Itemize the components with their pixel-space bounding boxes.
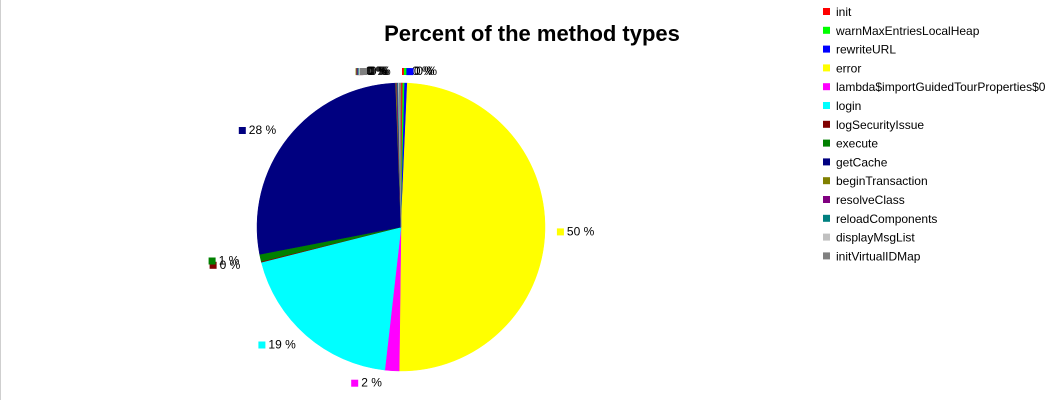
legend-item-begintransaction: beginTransaction: [823, 174, 928, 188]
pie-slice-login: [261, 226, 402, 371]
slice-label-lambda-importguidedtourproperties-0: 2 %: [351, 376, 382, 390]
legend-item-error: error: [823, 61, 861, 75]
svg-text:0 %: 0 %: [414, 64, 435, 78]
chart-frame-edge: [0, 0, 1, 400]
svg-text:getCache: getCache: [836, 155, 888, 169]
slice-label-getcache: 28 %: [238, 123, 277, 137]
svg-text:19 %: 19 %: [268, 338, 296, 352]
svg-text:0 %: 0 %: [368, 64, 389, 78]
legend-item-displaymsglist: displayMsgList: [823, 231, 915, 245]
svg-text:0 %: 0 %: [416, 64, 437, 78]
svg-text:0 %: 0 %: [412, 64, 433, 78]
svg-text:error: error: [836, 61, 861, 75]
svg-text:resolveClass: resolveClass: [836, 193, 905, 207]
svg-text:2 %: 2 %: [361, 376, 382, 390]
svg-text:logSecurityIssue: logSecurityIssue: [836, 118, 924, 132]
legend-item-rewriteurl: rewriteURL: [823, 43, 896, 57]
svg-text:init: init: [836, 5, 852, 19]
slice-label-rewriteurl: 0 %: [406, 64, 437, 78]
legend-item-login: login: [823, 99, 861, 113]
svg-text:warnMaxEntriesLocalHeap: warnMaxEntriesLocalHeap: [835, 24, 980, 38]
legend-item-initvirtualidmap: initVirtualIDMap: [823, 249, 921, 263]
pie-slice-initvirtualidmap: [398, 82, 402, 228]
svg-text:50 %: 50 %: [567, 224, 595, 238]
svg-text:28 %: 28 %: [249, 123, 277, 137]
svg-text:0 %: 0 %: [366, 64, 387, 78]
chart-title: Percent of the method types: [384, 21, 680, 46]
legend-item-getcache: getCache: [823, 155, 888, 169]
pie-slice-error: [398, 82, 546, 372]
slice-labels: 0 %0 %0 %50 %2 %19 %0 %1 %28 %0 %0 %0 %0…: [208, 64, 595, 390]
legend-item-lambda-importguidedtourproperties-0: lambda$importGuidedTourProperties$0: [823, 80, 1046, 94]
slice-label-execute: 1 %: [208, 254, 240, 268]
legend-item-init: init: [823, 5, 852, 19]
slice-label-login: 19 %: [258, 338, 296, 352]
svg-text:1 %: 1 %: [219, 254, 240, 268]
legend-item-execute: execute: [823, 137, 878, 151]
pie-slices: [256, 82, 546, 372]
svg-text:rewriteURL: rewriteURL: [836, 43, 896, 57]
svg-text:0 %: 0 %: [367, 64, 388, 78]
slice-label-error: 50 %: [556, 224, 595, 238]
svg-text:login: login: [836, 99, 861, 113]
svg-text:reloadComponents: reloadComponents: [836, 212, 937, 226]
legend-item-reloadcomponents: reloadComponents: [823, 212, 937, 226]
legend-item-warnmaxentrieslocalheap: warnMaxEntriesLocalHeap: [823, 24, 980, 38]
svg-text:initVirtualIDMap: initVirtualIDMap: [836, 249, 921, 263]
slice-label-logsecurityissue: 0 %: [209, 258, 241, 272]
svg-text:0 %: 0 %: [369, 64, 390, 78]
slice-label-initvirtualidmap: 0 %: [360, 64, 391, 78]
legend-item-resolveclass: resolveClass: [823, 193, 905, 207]
svg-text:execute: execute: [836, 137, 878, 151]
svg-text:lambda$importGuidedTourPropert: lambda$importGuidedTourProperties$0: [836, 80, 1046, 94]
legend-item-logsecurityissue: logSecurityIssue: [823, 118, 924, 132]
svg-text:beginTransaction: beginTransaction: [836, 174, 928, 188]
pie-slice-getcache: [256, 82, 402, 255]
svg-text:displayMsgList: displayMsgList: [836, 231, 915, 245]
svg-text:0 %: 0 %: [220, 258, 241, 272]
legend: init warnMaxEntriesLocalHeap rewriteURL err…: [823, 5, 1046, 263]
svg-text:0 %: 0 %: [370, 64, 391, 78]
